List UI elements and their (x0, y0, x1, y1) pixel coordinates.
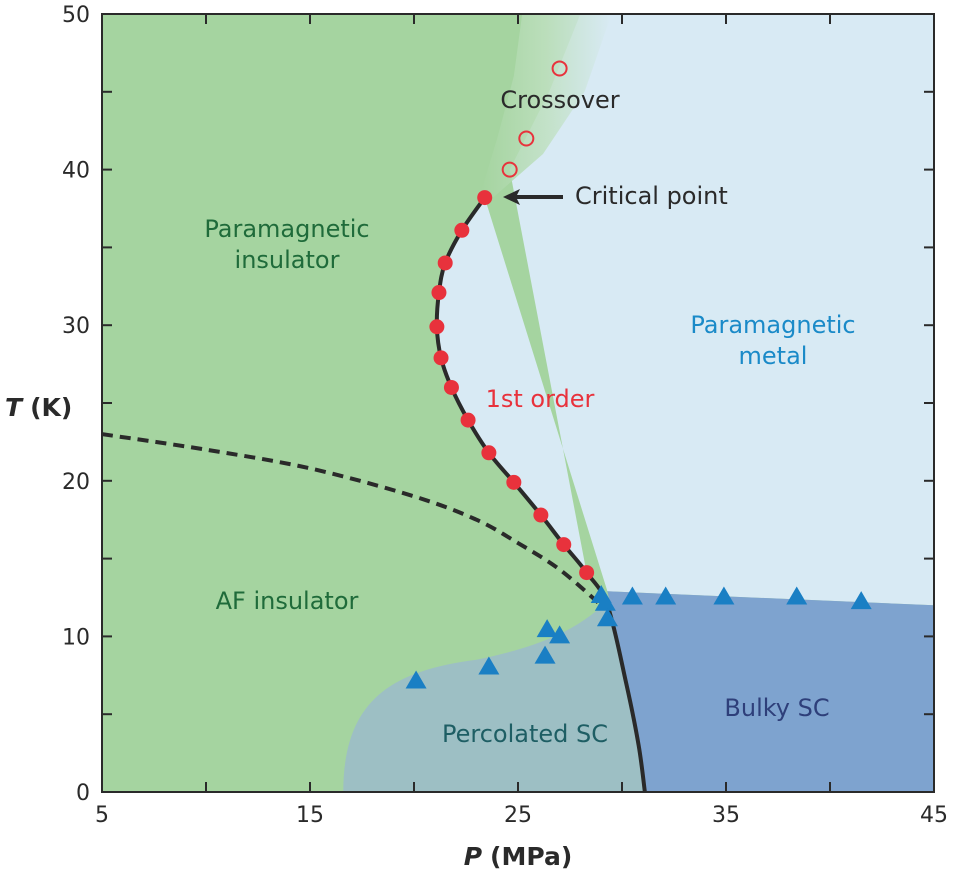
y-tick-label: 50 (62, 3, 90, 28)
region-label-percolated-sc: Percolated SC (442, 720, 608, 748)
red-filled-point (431, 285, 447, 301)
red-filled-point (437, 255, 453, 271)
y-tick-label: 0 (76, 781, 90, 806)
blue-triangle-point (536, 619, 558, 638)
red-filled-point (454, 222, 470, 238)
red-open-point (518, 130, 535, 147)
red-filled-point (481, 445, 497, 461)
x-axis-var: P (464, 842, 482, 871)
critical-point-arrow (503, 189, 563, 205)
annotation-crossover: Crossover (500, 86, 619, 114)
x-tick-label: 15 (296, 803, 324, 828)
region-crossover (480, 14, 612, 198)
blue-triangle-point (534, 645, 556, 664)
annotation-critical-point: Critical point (575, 182, 728, 210)
blue-triangle-point (596, 608, 618, 627)
region-label-af-insulator: AF insulator (216, 587, 359, 615)
red-open-point (501, 161, 518, 178)
blue-triangle-point (594, 592, 616, 611)
red-filled-point (443, 379, 459, 395)
region-label-paramagnetic-metal: Paramagnetic (690, 311, 855, 339)
y-tick-label: 40 (62, 159, 90, 184)
blue-triangle-point (621, 586, 643, 605)
y-axis-var: T (5, 393, 24, 422)
x-tick-label: 45 (920, 803, 948, 828)
x-axis-label: P (MPa) (464, 842, 573, 871)
blue-triangle-point (405, 670, 427, 689)
red-filled-point (477, 190, 493, 206)
blue-triangle-point (850, 591, 872, 610)
red-open-point (551, 60, 568, 77)
y-axis-unit: (K) (30, 393, 72, 422)
region-label-paramagnetic-insulator-2: insulator (235, 246, 340, 274)
region-label-bulky-sc: Bulky SC (724, 694, 829, 722)
region-label-paramagnetic-metal-2: metal (739, 342, 808, 370)
y-tick-label: 20 (62, 470, 90, 495)
y-axis-label: T (K) (5, 393, 72, 422)
blue-triangle-point (549, 625, 571, 644)
y-tick-label: 30 (62, 314, 90, 339)
x-tick-label: 25 (504, 803, 532, 828)
region-paramagnetic-metal (436, 14, 934, 606)
red-filled-point (460, 412, 476, 428)
blue-triangle-point (786, 586, 808, 605)
red-filled-point (429, 319, 445, 335)
x-axis-unit: (MPa) (490, 842, 572, 871)
blue-triangle-point (478, 656, 500, 675)
blue-triangle-point (655, 586, 677, 605)
red-filled-point (433, 350, 449, 366)
y-tick-label: 10 (62, 625, 90, 650)
region-bulky-sc (607, 591, 934, 792)
x-tick-label: 35 (712, 803, 740, 828)
red-filled-point (579, 565, 595, 581)
region-label-paramagnetic-insulator: Paramagnetic (204, 215, 369, 243)
x-tick-label: 5 (95, 803, 109, 828)
red-filled-point (533, 507, 549, 523)
red-filled-point (556, 537, 572, 553)
region-percolated-sc (343, 600, 645, 792)
blue-triangle-point (713, 586, 735, 605)
red-filled-point (506, 474, 522, 490)
annotation-first-order: 1st order (486, 385, 595, 413)
